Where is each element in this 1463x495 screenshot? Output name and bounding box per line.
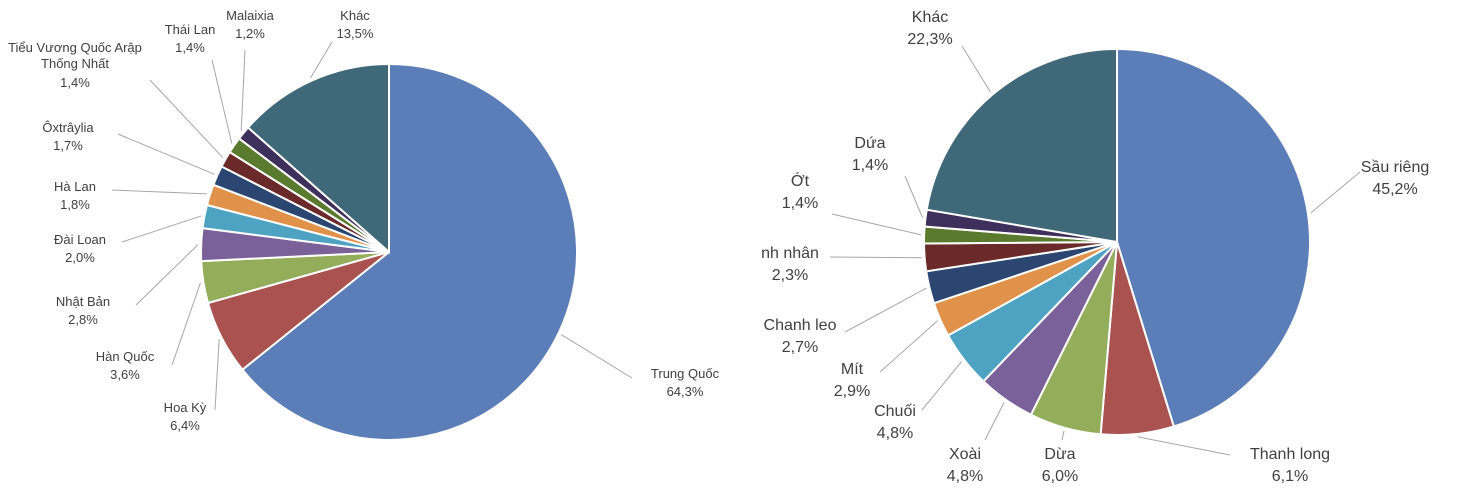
slice-label: Hà Lan <box>54 179 96 194</box>
leader-line <box>211 59 233 144</box>
slice-value-label: 64,3% <box>666 384 704 399</box>
slice-value-label: 1,4% <box>781 195 819 212</box>
leader-line <box>1137 436 1231 456</box>
slice-label: Xoài <box>948 446 982 463</box>
pie-slice <box>240 62 578 441</box>
leader-line <box>829 256 922 259</box>
pie-slice <box>925 47 1118 244</box>
slice-value-label: 1,7% <box>53 138 83 153</box>
leader-line <box>117 133 215 175</box>
leader-line <box>121 215 202 243</box>
leader-line <box>984 402 1005 441</box>
slice-label: Malaixia <box>226 8 274 23</box>
pie-slice <box>246 62 390 255</box>
leader-line <box>904 175 923 218</box>
slice-label: Thái Lan <box>164 22 216 37</box>
leader-line <box>111 189 208 195</box>
slice-label: Chuối <box>874 403 916 420</box>
slice-value-label: 2,8% <box>68 312 98 327</box>
leader-line <box>240 49 246 132</box>
leader-line <box>921 361 963 411</box>
slice-label: Khác <box>911 9 949 26</box>
leader-line <box>961 45 991 93</box>
slice-value-label: 6,0% <box>1041 468 1079 485</box>
slice-value-label: 22,3% <box>907 31 953 48</box>
slice-value-label: 6,4% <box>170 418 200 433</box>
slice-label: Dứa <box>854 135 886 152</box>
slice-value-label: 1,4% <box>60 75 90 90</box>
leader-line <box>560 334 633 379</box>
slice-label: Trung Quốc <box>650 366 720 381</box>
slice-label: Khác <box>340 8 370 23</box>
leader-line <box>1061 430 1065 441</box>
leader-line <box>135 244 199 306</box>
slice-label: Hàn Quốc <box>95 349 155 364</box>
slice-value-label: 4,8% <box>946 468 984 485</box>
slice-value-label: 2,7% <box>781 339 819 356</box>
leader-line <box>214 339 220 411</box>
slice-value-label: 3,6% <box>110 367 140 382</box>
leader-line <box>310 41 333 79</box>
slice-value-label: 4,8% <box>876 425 914 442</box>
slice-value-label: 13,5% <box>336 26 374 41</box>
slice-label: nh nhân <box>761 245 819 262</box>
slice-value-label: 1,2% <box>235 26 265 41</box>
slice-label: Ôxtrâylia <box>42 120 94 135</box>
slice-label: Nhật Bản <box>55 294 111 309</box>
slice-value-label: 2,0% <box>65 250 95 265</box>
slice-label: Dừa <box>1044 446 1076 463</box>
slice-value-label: 45,2% <box>1372 181 1418 198</box>
slice-label: Sầu riêng <box>1360 159 1430 176</box>
slice-label: Ớt <box>790 173 810 190</box>
slice-label: Tiểu Vương Quốc Arập Thống Nhất <box>8 40 142 72</box>
slice-label: Hoa Kỳ <box>163 400 207 415</box>
slice-label: Mít <box>840 361 864 378</box>
pie-slice <box>1116 47 1311 428</box>
slice-label: Thanh long <box>1249 446 1331 463</box>
leader-line <box>1310 171 1361 214</box>
leader-line <box>879 320 938 373</box>
slice-value-label: 1,4% <box>851 157 889 174</box>
slice-value-label: 2,3% <box>771 267 809 284</box>
leader-line <box>831 213 922 236</box>
leader-line <box>171 282 201 366</box>
leader-line <box>844 287 927 333</box>
slice-value-label: 1,8% <box>60 197 90 212</box>
slice-label: Chanh leo <box>763 317 837 334</box>
slice-value-label: 1,4% <box>175 40 205 55</box>
slice-value-label: 2,9% <box>833 383 871 400</box>
leader-line <box>149 79 224 159</box>
slice-value-label: 6,1% <box>1271 468 1309 485</box>
slice-label: Đài Loan <box>53 232 107 247</box>
